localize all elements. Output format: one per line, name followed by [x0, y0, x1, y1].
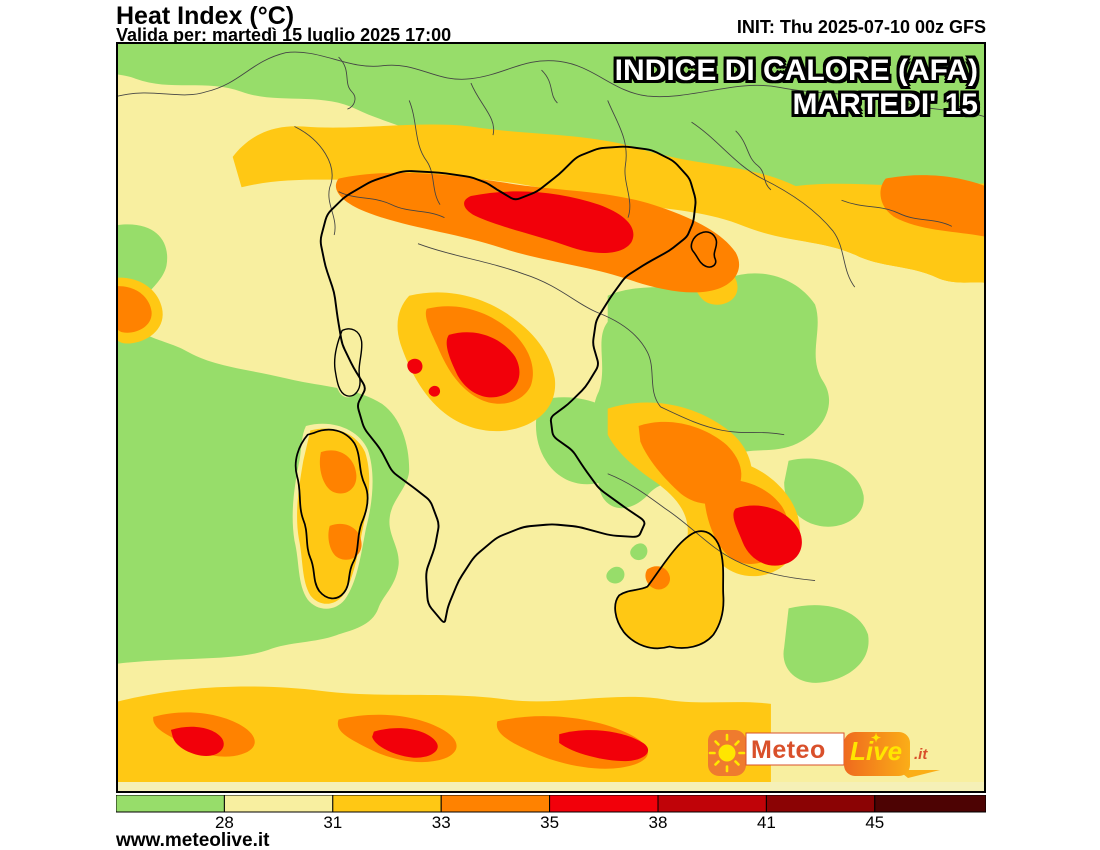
svg-text:28: 28: [215, 813, 234, 830]
svg-text:35: 35: [540, 813, 559, 830]
svg-text:38: 38: [649, 813, 668, 830]
svg-text:Meteo: Meteo: [751, 736, 826, 764]
svg-text:33: 33: [432, 813, 451, 830]
svg-text:.it: .it: [914, 746, 928, 763]
svg-text:31: 31: [323, 813, 342, 830]
svg-text:45: 45: [865, 813, 884, 830]
svg-text:41: 41: [757, 813, 776, 830]
svg-text:✦: ✦: [871, 731, 881, 745]
